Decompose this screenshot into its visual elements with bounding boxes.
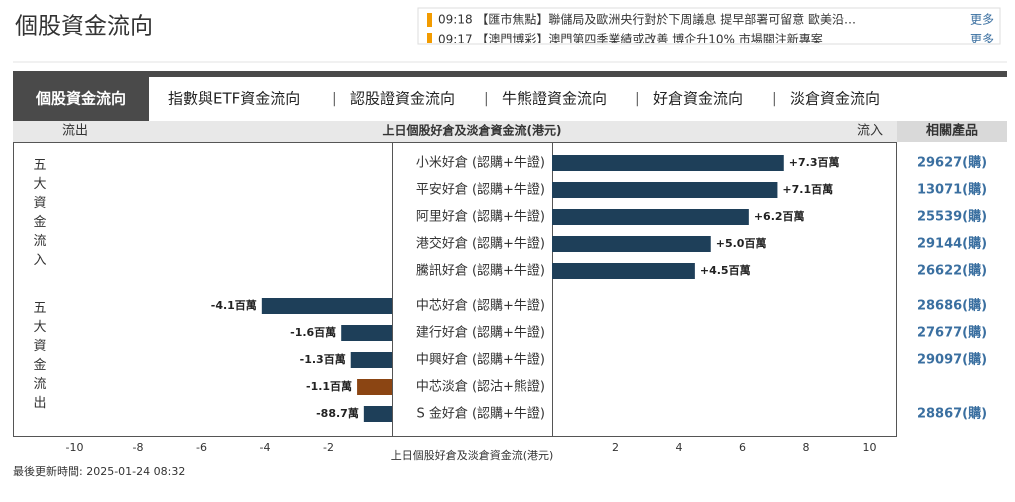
value-label: -88.7萬 (316, 406, 359, 420)
tab-active (13, 77, 149, 121)
news-bullet (427, 13, 432, 27)
category-label: 中芯好倉 (認購+牛證) (416, 298, 545, 314)
news-item[interactable]: 09:17 【澳門博彩】澳門第四季業績或改善 博企升10% 市場關注新專案 (438, 32, 823, 47)
product-header-bg (897, 121, 1007, 142)
tab[interactable]: 指數與ETF資金流向 (168, 90, 300, 108)
product-link[interactable]: 26622(購) (917, 263, 987, 279)
x-tick-label: 10 (863, 441, 877, 454)
products-header: 相關產品 (926, 123, 978, 139)
bar (363, 406, 392, 422)
tab-separator: | (772, 91, 777, 107)
value-label: +7.3百萬 (789, 155, 840, 169)
product-link[interactable]: 27677(購) (917, 325, 987, 341)
x-tick-label: -4 (260, 441, 271, 454)
tab[interactable]: 認股證資金流向 (350, 90, 455, 108)
bar (357, 379, 392, 395)
product-link[interactable]: 28686(購) (917, 298, 987, 314)
news-bullet (427, 33, 432, 43)
x-tick-label: 8 (803, 441, 810, 454)
category-label: 阿里好倉 (認購+牛證) (416, 209, 545, 225)
inflow-label: 流入 (857, 124, 883, 139)
bar (552, 236, 711, 252)
tab[interactable]: 淡倉資金流向 (790, 90, 880, 108)
tab-bar-top (13, 71, 1007, 77)
label-column (392, 142, 553, 437)
value-label: +6.2百萬 (754, 209, 805, 223)
product-link[interactable]: 13071(購) (917, 182, 987, 198)
product-link[interactable]: 29097(購) (917, 352, 987, 368)
page-title: 個股資金流向 (15, 14, 153, 40)
more-link[interactable]: 更多 (970, 33, 994, 47)
bar (552, 182, 778, 198)
group-label: 五大資金流入 (33, 158, 46, 268)
group-label: 五大資金流出 (33, 301, 46, 411)
column-header (13, 121, 1007, 142)
x-tick-label: -8 (133, 441, 144, 454)
product-link[interactable]: 25539(購) (917, 209, 987, 225)
category-label: 中芯淡倉 (認沽+熊證) (416, 379, 545, 395)
value-label: -4.1百萬 (211, 298, 257, 312)
product-link[interactable]: 28867(購) (917, 406, 987, 422)
x-tick-label: -6 (196, 441, 207, 454)
tab-separator: | (332, 91, 337, 107)
x-axis-label: 上日個股好倉及淡倉資金流(港元) (391, 448, 554, 462)
more-link[interactable]: 更多 (970, 13, 994, 27)
news-box (417, 7, 1001, 45)
value-label: -1.6百萬 (290, 325, 336, 339)
tab[interactable]: 好倉資金流向 (653, 90, 743, 108)
category-label: 港交好倉 (認購+牛證) (416, 236, 545, 252)
x-tick-label: -10 (66, 441, 84, 454)
tab-separator: | (635, 91, 640, 107)
x-tick-label: 2 (612, 441, 619, 454)
news-item[interactable]: 09:18 【匯市焦點】聯儲局及歐洲央行對於下周議息 提早部署可留意 歐美沿… (438, 12, 856, 27)
category-label: 小米好倉 (認購+牛證) (416, 155, 545, 171)
x-tick-label: 4 (676, 441, 683, 454)
tab-separator: | (484, 91, 489, 107)
value-label: +5.0百萬 (716, 236, 767, 250)
bar (552, 155, 784, 171)
tab[interactable]: 牛熊證資金流向 (502, 90, 607, 108)
value-label: +7.1百萬 (782, 182, 833, 196)
product-link[interactable]: 29144(購) (917, 236, 987, 252)
outflow-label: 流出 (62, 124, 88, 139)
x-tick-label: 6 (739, 441, 746, 454)
tab[interactable]: 個股資金流向 (35, 90, 126, 108)
bar (261, 298, 392, 314)
product-link[interactable]: 29627(購) (917, 155, 987, 171)
value-label: -1.1百萬 (306, 379, 352, 393)
update-time: 最後更新時間: 2025-01-24 08:32 (13, 464, 185, 478)
bar (341, 325, 392, 341)
bar (552, 263, 695, 279)
chart-title: 上日個股好倉及淡倉資金流(港元) (383, 123, 562, 138)
bar (350, 352, 392, 368)
x-tick-label: -2 (323, 441, 334, 454)
category-label: 平安好倉 (認購+牛證) (416, 182, 545, 198)
category-label: 中興好倉 (認購+牛證) (416, 352, 545, 368)
category-label: S 金好倉 (認購+牛證) (416, 406, 545, 422)
value-label: -1.3百萬 (300, 352, 346, 366)
value-label: +4.5百萬 (700, 263, 751, 277)
category-label: 建行好倉 (認購+牛證) (416, 325, 545, 341)
category-label: 騰訊好倉 (認購+牛證) (416, 263, 545, 279)
bar (552, 209, 749, 225)
